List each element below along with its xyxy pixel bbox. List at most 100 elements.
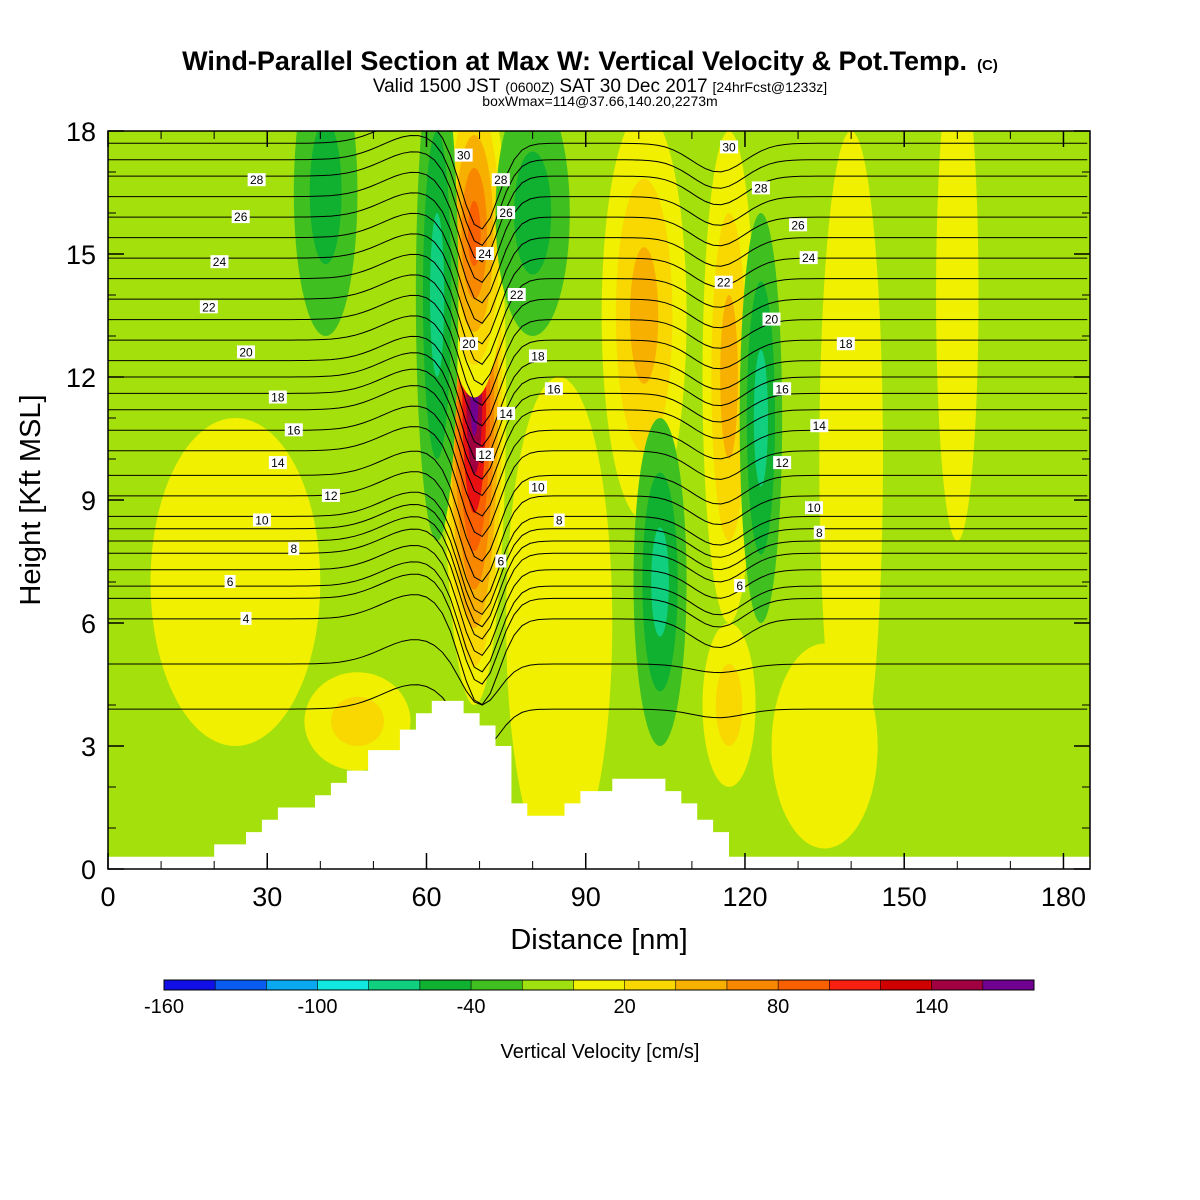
contour-label-0: 4 — [243, 612, 250, 626]
contour-label-bg-0 — [240, 611, 252, 625]
contour-label-bg-1 — [224, 575, 236, 588]
colorbar-swatch-10 — [675, 980, 728, 990]
updraft-2-band-1 — [330, 696, 385, 747]
theta-line-17 — [108, 335, 1088, 447]
x-tick-label-6: 180 — [1041, 882, 1086, 912]
box-wmax-info: boxWmax=114@37.66,140.20,2273m — [482, 93, 717, 109]
contour-label-bg-7 — [268, 390, 287, 404]
theta-line-10 — [108, 471, 1088, 583]
contour-label-35: 12 — [775, 456, 789, 470]
contour-label-bg-10 — [210, 255, 229, 269]
contour-label-bg-34 — [810, 419, 829, 433]
contour-label-bg-24 — [553, 513, 565, 527]
contour-label-6: 16 — [287, 423, 301, 437]
theta-line-9 — [108, 491, 1088, 603]
theta-line-2 — [108, 594, 1088, 706]
contour-label-bg-38 — [734, 579, 746, 593]
colorbar-tick-label-4: 80 — [767, 996, 789, 1018]
contour-label-bg-37 — [813, 525, 825, 539]
contour-label-bg-5 — [268, 456, 287, 470]
updraft-3-band-2 — [629, 247, 659, 384]
colorbar-swatch-14 — [880, 980, 933, 990]
contour-label-bg-14 — [491, 173, 510, 187]
axes: 0 30 60 90 120 150 180 0 3 6 9 12 15 18 — [66, 117, 1090, 912]
contour-label-26: 30 — [722, 140, 736, 154]
updraft-4-band-2 — [720, 295, 738, 459]
contour-label-2: 8 — [290, 542, 297, 556]
colorbar-swatch-4 — [368, 980, 421, 990]
contour-label-bg-22 — [475, 447, 494, 461]
colorbar-swatch-15 — [931, 980, 984, 990]
theta-line-16 — [108, 352, 1088, 464]
colorbar-swatch-9 — [624, 980, 677, 990]
updraft-5-band-1 — [715, 664, 743, 746]
colorbar-swatch-3 — [317, 980, 370, 990]
contour-label-bg-11 — [231, 210, 250, 224]
contour-label-29: 24 — [802, 251, 816, 265]
theta-line-1 — [108, 639, 1088, 706]
contour-label-32: 18 — [839, 337, 853, 351]
contour-label-bg-19 — [528, 349, 547, 363]
contour-label-bg-18 — [459, 337, 478, 351]
contour-label-bg-20 — [544, 382, 563, 396]
contour-label-bg-36 — [804, 501, 823, 515]
theta-line-23 — [108, 212, 1088, 324]
contour-label-bg-17 — [507, 288, 526, 301]
colorbar-swatch-7 — [522, 980, 574, 990]
y-axis-title: Height [Kft MSL] — [15, 394, 47, 605]
colorbar-title: Vertical Velocity [cm/s] — [501, 1041, 700, 1063]
x-tick-label-3: 90 — [571, 882, 601, 912]
contour-labels: 4 6 8 10 12 14 16 18 20 22 24 26 28 30 28 26 24 22 20 18 16 1… — [199, 140, 855, 626]
contour-label-19: 18 — [531, 350, 545, 364]
theta-line-27 — [108, 134, 1088, 247]
colorbar-swatch-0 — [164, 980, 216, 990]
copyright-mark: (C) — [977, 57, 998, 74]
theta-line-19 — [108, 294, 1088, 406]
contour-label-bg-6 — [284, 423, 303, 437]
contour-label-1: 6 — [227, 575, 234, 589]
theta-line-0 — [108, 684, 1088, 751]
contour-label-bg-30 — [714, 275, 733, 289]
contour-label-38: 6 — [736, 579, 743, 593]
contour-label-bg-21 — [497, 406, 516, 420]
colorbar-swatch-5 — [419, 980, 472, 990]
theta-line-14 — [108, 385, 1088, 497]
contour-label-bg-25 — [495, 554, 507, 568]
colorbar-swatch-6 — [471, 980, 523, 990]
contour-label-20: 16 — [547, 382, 561, 396]
x-tick-label-2: 60 — [411, 882, 441, 912]
theta-line-20 — [108, 274, 1088, 386]
contour-label-12: 28 — [250, 173, 264, 187]
y-tick-label-1: 3 — [81, 732, 96, 762]
valid-time-utc: (0600Z) — [505, 79, 554, 95]
theta-line-28 — [108, 131, 1088, 230]
x-axis-title: Distance [nm] — [510, 924, 687, 956]
contour-label-21: 14 — [499, 407, 513, 421]
colorbar-swatch-1 — [215, 980, 267, 990]
forecast-info: [24hrFcst@1233z] — [713, 79, 828, 95]
theta-line-26 — [108, 151, 1088, 263]
contour-label-14: 28 — [494, 173, 508, 187]
x-tick-label-5: 150 — [882, 882, 927, 912]
contour-label-11: 26 — [234, 210, 248, 224]
contour-label-bg-15 — [497, 206, 516, 219]
colorbar-swatch-16 — [982, 980, 1035, 990]
contour-label-3: 10 — [255, 514, 269, 528]
theta-line-8 — [108, 503, 1088, 616]
theta-line-5 — [108, 544, 1088, 657]
contour-label-18: 20 — [462, 337, 476, 351]
theta-line-11 — [108, 450, 1088, 562]
theta-line-13 — [108, 405, 1088, 517]
terrain — [108, 700, 1090, 869]
contour-label-bg-16 — [475, 247, 494, 260]
contour-label-bg-3 — [252, 513, 271, 527]
contour-label-bg-32 — [836, 337, 855, 351]
contour-label-22: 12 — [478, 448, 492, 462]
theta-line-22 — [108, 233, 1088, 345]
theta-line-25 — [108, 171, 1088, 283]
theta-line-6 — [108, 528, 1088, 640]
contour-label-bg-13 — [454, 148, 473, 162]
valid-time-local: Valid 1500 JST — [373, 76, 501, 97]
colorbar-swatch-11 — [726, 980, 779, 990]
contour-label-bg-12 — [247, 173, 266, 187]
